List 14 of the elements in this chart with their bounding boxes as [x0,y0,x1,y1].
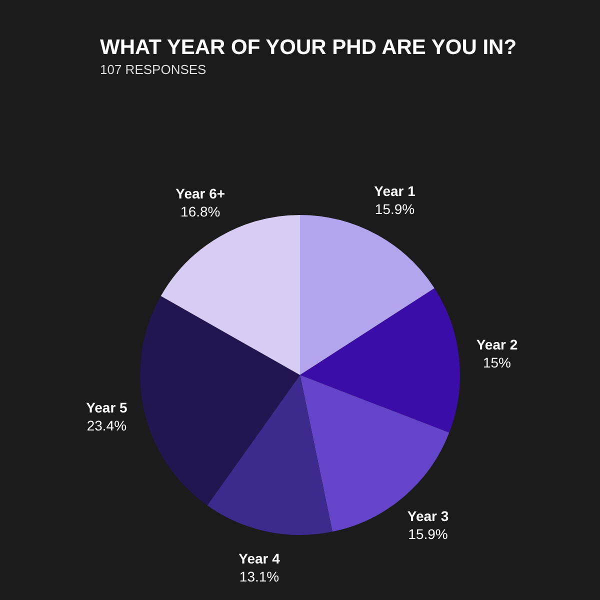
data-label: 15.9% [374,201,415,218]
chart-subtitle: 107 RESPONSES [100,62,206,77]
data-label: 23.4% [86,418,127,434]
data-label: 16.8% [180,204,220,220]
slice-label: Year 6+ [176,186,226,202]
slice-label: Year 3 [407,508,449,524]
slice-label: Year 1 [374,183,416,200]
chart-title: WHAT YEAR OF YOUR PHD ARE YOU IN? [100,36,517,60]
slice-label: Year 4 [238,550,280,567]
data-label: 15% [482,354,511,371]
data-label: 15.9% [408,526,448,542]
slice-label: Year 2 [476,336,518,353]
slice-label: Year 5 [86,400,128,416]
data-label: 13.1% [239,568,280,585]
